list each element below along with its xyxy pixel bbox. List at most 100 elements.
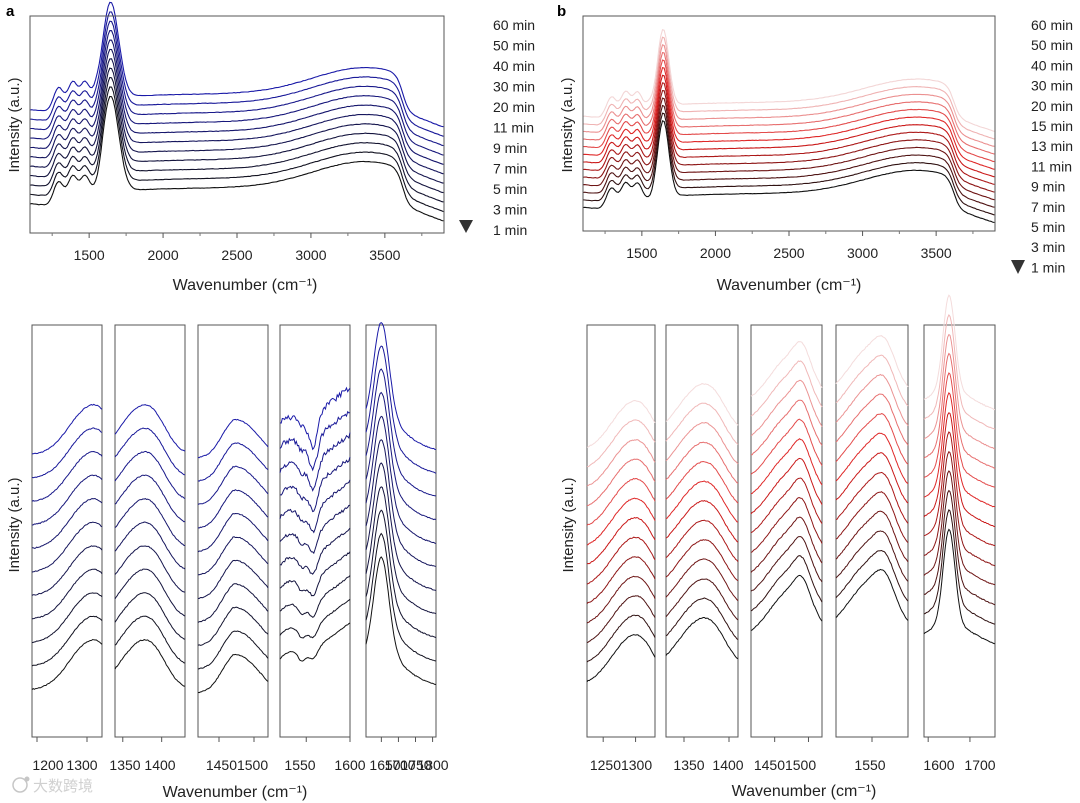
subpanel-spectrum-line — [586, 399, 656, 448]
legend-entry: 15 min — [1031, 118, 1073, 134]
spectrum-line-30-min — [29, 30, 444, 156]
subpanel-spectrum-line — [923, 333, 996, 450]
subpanel-spectrum-line — [114, 427, 186, 476]
subpanel-spectrum-line — [197, 489, 269, 529]
subpanel-frame — [835, 324, 909, 738]
subpanel-spectrum-line — [197, 653, 269, 694]
subpanel-spectrum-line — [835, 393, 909, 446]
subpanel-spectrum-line — [923, 509, 996, 625]
spectrum-line-40-min — [582, 44, 995, 147]
x-tick-label: 1400 — [144, 757, 175, 773]
subpanel-frame — [365, 324, 437, 738]
spectrum-line-9-min — [29, 58, 444, 184]
subpanel-spectrum-line — [835, 373, 909, 427]
subpanel-spectrum-line — [279, 622, 351, 662]
legend-entry: 13 min — [1031, 138, 1073, 154]
panel-b-bottom-subpanels — [586, 294, 996, 738]
subpanel-spectrum-line — [586, 458, 656, 507]
spectrum-line-9-min — [582, 89, 995, 193]
x-tick-label: 2500 — [773, 245, 804, 261]
x-tick-label: 1550 — [284, 757, 315, 773]
subpanel-spectrum-line — [923, 470, 996, 586]
subpanel-spectrum-line — [31, 638, 103, 690]
watermark: 大数跨境 — [12, 776, 93, 795]
subpanel-spectrum-line — [665, 578, 739, 621]
subpanel-spectrum-line — [750, 497, 823, 553]
subpanel-spectrum-line — [365, 556, 437, 685]
subpanel-spectrum-line — [923, 489, 996, 606]
legend-entry: 50 min — [1031, 37, 1073, 53]
subpanel-spectrum-line — [114, 592, 186, 640]
subpanel-spectrum-line — [835, 413, 909, 465]
subpanel-spectrum-line — [31, 615, 103, 667]
panel-a-bottom-subpanels — [31, 321, 437, 738]
time-arrow-b-head — [1011, 260, 1025, 274]
x-tick-label: 1350 — [109, 757, 140, 773]
subpanel-spectrum-line — [197, 583, 269, 623]
panel-a-bottom-x-axis-label: Wavenumber (cm⁻¹) — [163, 784, 308, 801]
panel-b-top-x-axis: 1500 2000 2500 3000 3500 — [604, 231, 974, 261]
subpanel-spectrum-line — [835, 491, 909, 544]
panel-b-bottom-chart: 12501300 1350 1400 14501500 1550 1600 1700 Wav… — [560, 294, 996, 800]
subpanel-spectrum-line — [665, 558, 739, 602]
subpanel-spectrum-line — [365, 532, 437, 662]
legend-entry: 30 min — [1031, 78, 1073, 94]
watermark-logo-dot-icon — [24, 776, 30, 782]
legend-entry: 9 min — [1031, 179, 1065, 195]
legend-entry: 40 min — [493, 58, 535, 74]
subpanel-spectrum-line — [365, 368, 437, 497]
subpanel-spectrum-line — [750, 516, 823, 573]
legend-entry: 7 min — [1031, 199, 1065, 215]
legend-entry: 11 min — [493, 120, 534, 136]
legend-entry: 3 min — [493, 202, 527, 218]
subpanel-spectrum-line — [586, 419, 656, 468]
spectrum-line-11-min — [29, 48, 444, 175]
subpanel-spectrum-line — [586, 575, 656, 624]
subpanel-frame — [31, 324, 103, 738]
subpanel-spectrum-line — [279, 527, 351, 575]
panel-a-bottom-chart: 1200 1300 1350 1400 14501500 1550 1600 16501700… — [6, 321, 449, 801]
subpanel-spectrum-line — [835, 354, 909, 407]
panel-b-top-chart: 1500 2000 2500 3000 3500 Wavenumber (cm⁻¹) I… — [559, 15, 1073, 294]
subpanel-spectrum-line — [750, 574, 823, 631]
panel-a-bottom-y-axis-label: Intensity (a.u.) — [6, 477, 23, 572]
subpanel-spectrum-line — [114, 639, 185, 687]
spectrum-line-11-min — [582, 82, 995, 185]
subpanel-spectrum-line — [279, 432, 351, 492]
subpanel-spectrum-line — [279, 479, 351, 534]
subpanel-spectrum-line — [197, 630, 269, 670]
subpanel-spectrum-line — [835, 549, 909, 602]
subpanel-frame — [665, 324, 739, 738]
subpanel-spectrum-line — [114, 521, 186, 570]
subpanel-spectrum-line — [665, 383, 739, 426]
panel-a-top-series-group — [29, 1, 444, 222]
subpanel-spectrum-line — [665, 519, 739, 562]
subpanel-spectrum-line — [365, 509, 437, 639]
subpanel-spectrum-line — [665, 441, 739, 484]
legend-entry: 7 min — [493, 161, 527, 177]
panel-b-top-frame — [582, 15, 996, 232]
spectrum-line-1-min — [29, 95, 444, 222]
subpanel-spectrum-line — [665, 460, 739, 504]
watermark-text: 大数跨境 — [33, 777, 93, 795]
x-tick-label: 1600 — [923, 757, 954, 773]
legend-entry: 20 min — [1031, 98, 1073, 114]
subpanel-spectrum-line — [750, 341, 823, 397]
subpanel-spectrum-line — [750, 555, 823, 612]
x-tick-label: 1800 — [417, 757, 448, 773]
subpanel-spectrum-line — [665, 597, 739, 641]
subpanel-spectrum-line — [835, 452, 909, 504]
spectrum-line-5-min — [29, 76, 444, 203]
subpanel-spectrum-line — [31, 592, 103, 644]
legend-entry: 50 min — [493, 38, 535, 54]
legend-entry: 3 min — [1031, 239, 1065, 255]
x-tick-label: 14501500 — [206, 757, 269, 773]
spectrum-line-60-min — [29, 1, 444, 128]
legend-entry: 5 min — [493, 181, 527, 197]
spectrum-line-1-min — [582, 120, 995, 224]
subpanel-spectrum-line — [923, 391, 996, 508]
panel-a-bottom-tick-labels: 1200 1300 1350 1400 14501500 1550 1600 16501700… — [32, 737, 449, 773]
time-arrow-b — [1011, 20, 1025, 274]
subpanel-spectrum-line — [365, 415, 437, 544]
x-tick-label: 1200 — [32, 757, 63, 773]
